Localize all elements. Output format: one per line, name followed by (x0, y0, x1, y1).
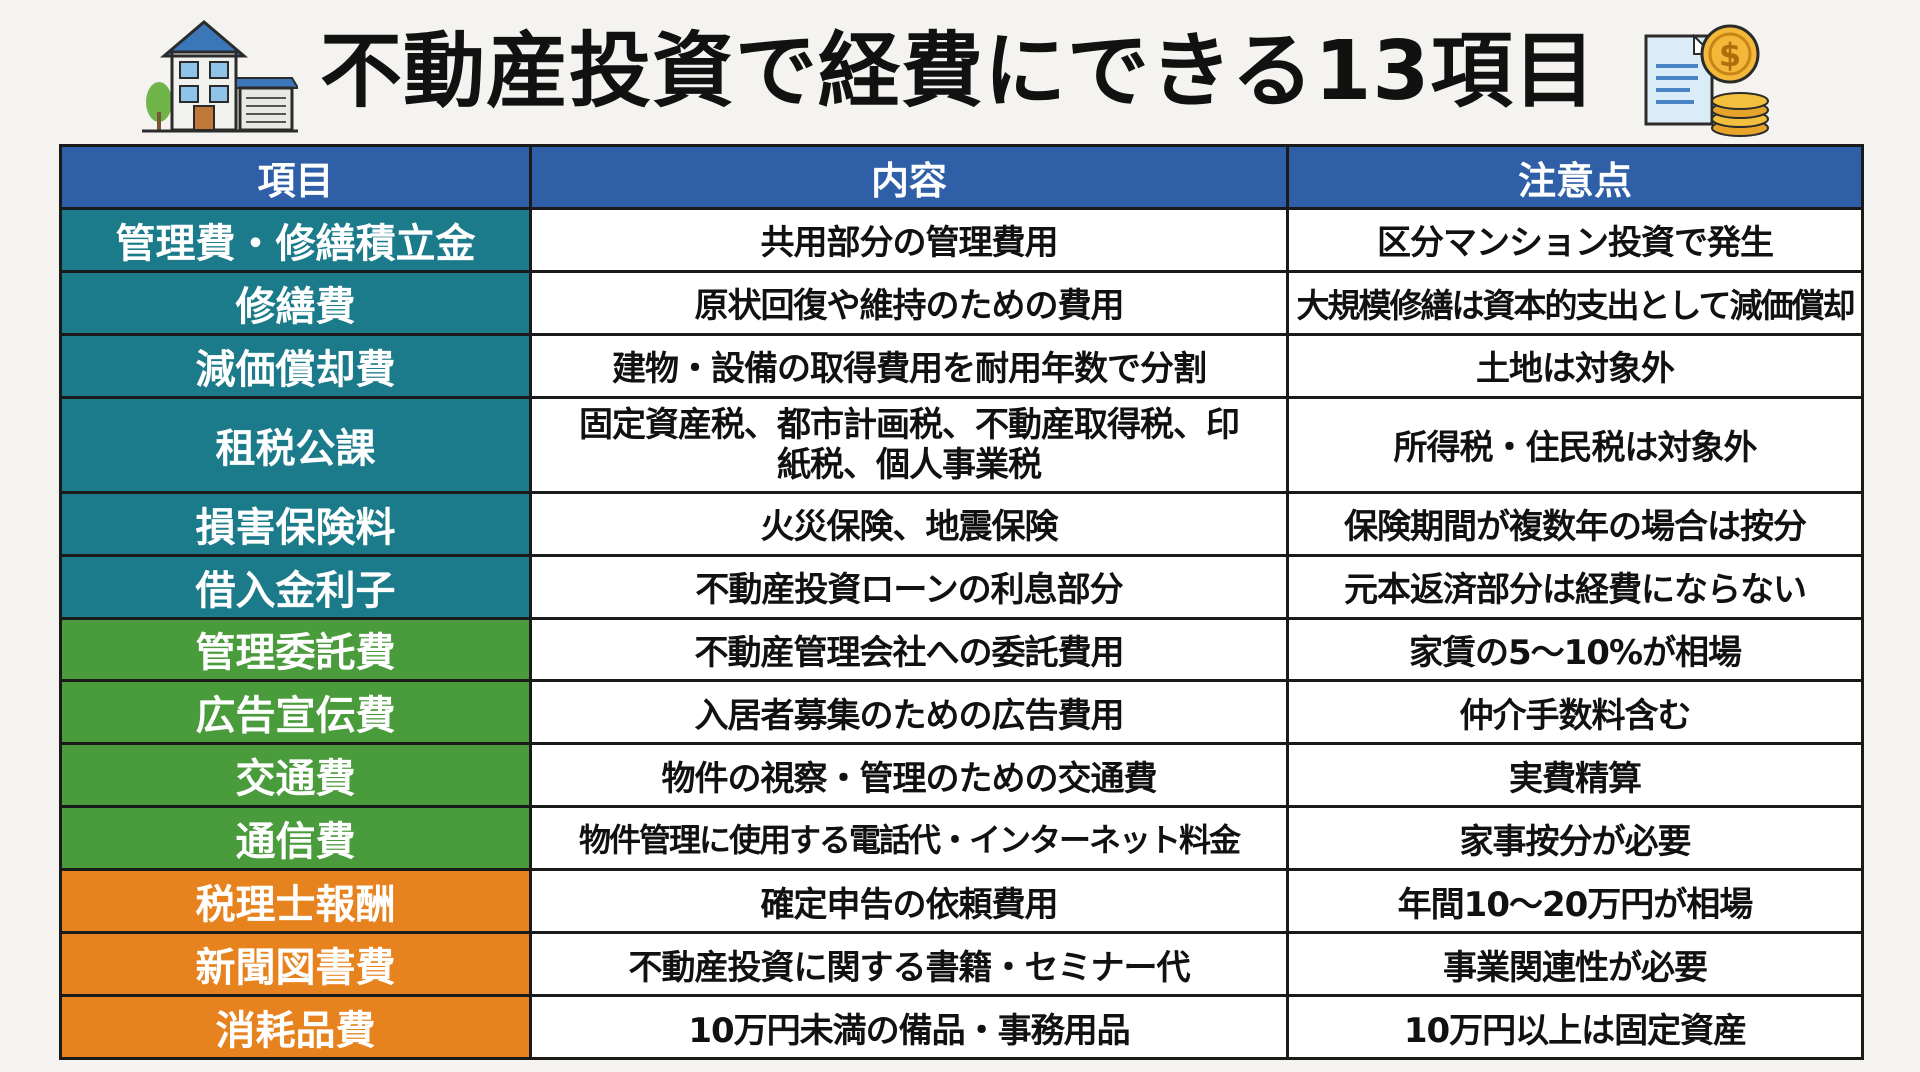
note-cell: 10万円以上は固定資産 (1286, 994, 1864, 1060)
note-cell: 家賃の5〜10%が相場 (1286, 616, 1864, 683)
header-content: 内容 (529, 144, 1289, 210)
table-row: 管理費・修繕積立金 共用部分の管理費用 区分マンション投資で発生 (59, 207, 1864, 273)
note-cell: 区分マンション投資で発生 (1286, 207, 1864, 273)
table-row: 損害保険料 火災保険、地震保険 保険期間が複数年の場合は按分 (59, 490, 1864, 557)
item-cell: 借入金利子 (59, 553, 532, 620)
content-cell: 原状回復や維持のための費用 (529, 269, 1289, 336)
note-cell: 実費精算 (1286, 742, 1864, 809)
item-cell: 消耗品費 (59, 994, 532, 1060)
header-item: 項目 (59, 144, 532, 210)
item-cell: 租税公課 (59, 395, 532, 494)
note-cell: 所得税・住民税は対象外 (1286, 395, 1864, 494)
content-cell: 不動産投資に関する書籍・セミナー代 (529, 931, 1289, 998)
item-cell: 減価償却費 (59, 332, 532, 399)
note-cell: 大規模修繕は資本的支出として減価償却 (1286, 269, 1864, 336)
content-cell: 10万円未満の備品・事務用品 (529, 994, 1289, 1060)
content-cell: 不動産管理会社への委託費用 (529, 616, 1289, 683)
item-cell: 広告宣伝費 (59, 679, 532, 746)
item-cell: 交通費 (59, 742, 532, 809)
item-cell: 税理士報酬 (59, 868, 532, 935)
table-row: 借入金利子 不動産投資ローンの利息部分 元本返済部分は経費にならない (59, 553, 1864, 620)
content-cell: 入居者募集のための広告費用 (529, 679, 1289, 746)
item-cell: 損害保険料 (59, 490, 532, 557)
table-header-row: 項目 内容 注意点 (59, 144, 1864, 210)
content-cell: 固定資産税、都市計画税、不動産取得税、印紙税、個人事業税 (529, 395, 1289, 494)
expense-table-container: 項目 内容 注意点 管理費・修繕積立金 共用部分の管理費用 区分マンション投資で… (59, 144, 1864, 1060)
item-cell: 新聞図書費 (59, 931, 532, 998)
content-cell: 物件管理に使用する電話代・インターネット料金 (529, 805, 1289, 872)
content-cell: 火災保険、地震保険 (529, 490, 1289, 557)
item-cell: 管理委託費 (59, 616, 532, 683)
header-note: 注意点 (1286, 144, 1864, 210)
svg-text:$: $ (1719, 36, 1741, 74)
item-cell: 修繕費 (59, 269, 532, 336)
item-cell: 通信費 (59, 805, 532, 872)
table-row: 交通費 物件の視察・管理のための交通費 実費精算 (59, 742, 1864, 809)
note-cell: 仲介手数料含む (1286, 679, 1864, 746)
table-row: 通信費 物件管理に使用する電話代・インターネット料金 家事按分が必要 (59, 805, 1864, 872)
table-row: 租税公課 固定資産税、都市計画税、不動産取得税、印紙税、個人事業税 所得税・住民… (59, 395, 1864, 494)
content-cell: 不動産投資ローンの利息部分 (529, 553, 1289, 620)
document-coins-icon: $ (1644, 24, 1769, 137)
content-cell: 建物・設備の取得費用を耐用年数で分割 (529, 332, 1289, 399)
note-cell: 家事按分が必要 (1286, 805, 1864, 872)
item-cell: 管理費・修繕積立金 (59, 207, 532, 273)
content-cell: 物件の視察・管理のための交通費 (529, 742, 1289, 809)
table-row: 修繕費 原状回復や維持のための費用 大規模修繕は資本的支出として減価償却 (59, 269, 1864, 336)
content-cell: 共用部分の管理費用 (529, 207, 1289, 273)
note-cell: 年間10〜20万円が相場 (1286, 868, 1864, 935)
table-row: 新聞図書費 不動産投資に関する書籍・セミナー代 事業関連性が必要 (59, 931, 1864, 998)
table-row: 管理委託費 不動産管理会社への委託費用 家賃の5〜10%が相場 (59, 616, 1864, 683)
page-header: 不動産投資で経費にできる13項目 $ (0, 0, 1920, 140)
note-cell: 事業関連性が必要 (1286, 931, 1864, 998)
note-cell: 元本返済部分は経費にならない (1286, 553, 1864, 620)
expense-table: 項目 内容 注意点 管理費・修繕積立金 共用部分の管理費用 区分マンション投資で… (59, 144, 1864, 1060)
house-garage-icon (142, 20, 298, 133)
table-row: 消耗品費 10万円未満の備品・事務用品 10万円以上は固定資産 (59, 994, 1864, 1060)
page-title: 不動産投資で経費にできる13項目 (320, 24, 1597, 119)
table-row: 税理士報酬 確定申告の依頼費用 年間10〜20万円が相場 (59, 868, 1864, 935)
note-cell: 保険期間が複数年の場合は按分 (1286, 490, 1864, 557)
table-row: 減価償却費 建物・設備の取得費用を耐用年数で分割 土地は対象外 (59, 332, 1864, 399)
content-cell: 確定申告の依頼費用 (529, 868, 1289, 935)
table-row: 広告宣伝費 入居者募集のための広告費用 仲介手数料含む (59, 679, 1864, 746)
note-cell: 土地は対象外 (1286, 332, 1864, 399)
